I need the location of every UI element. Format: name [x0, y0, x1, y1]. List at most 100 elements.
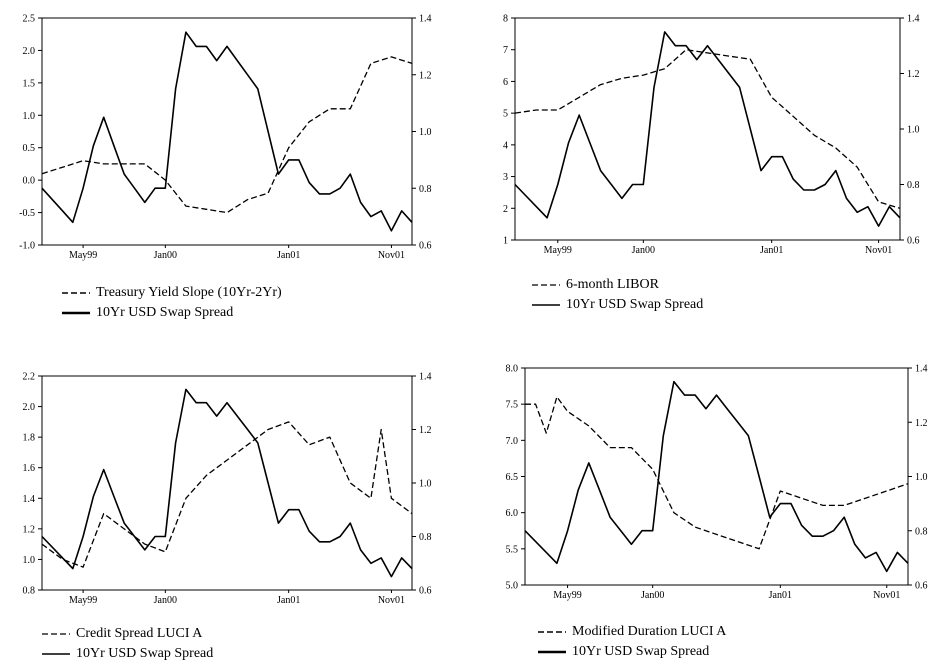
y-right-tick-label: 0.6 — [907, 236, 920, 247]
chart-panel-libor: 8 7 6 5 4 3 2 1 1.4 1.2 1.0 0.8 0.6 May99 Jan00 Jan01 No… — [470, 0, 940, 330]
y-left-tick-label: 1.0 — [23, 555, 36, 566]
y-left-tick-label: 5.0 — [506, 581, 519, 592]
y-left-tick-label: 7 — [503, 45, 508, 56]
legend-swatch-dashed — [532, 284, 560, 286]
y-left-tick-label: 2.5 — [23, 14, 36, 25]
y-left-tick-label: 8 — [503, 14, 508, 25]
y-left-tick-label: 1.5 — [23, 78, 36, 89]
legend-swatch-dashed — [538, 631, 566, 633]
legend-label: 10Yr USD Swap Spread — [76, 646, 214, 661]
chart-panel-treasury-slope: 2.5 2.0 1.5 1.0 0.5 0.0 -0.5 -1.0 1.4 1.2 1.0 0.8 0.… — [0, 0, 470, 330]
chart-svg-modified-duration: 8.0 7.5 7.0 6.5 6.0 5.5 5.0 1.4 1.2 1.0 0.8 0.6 May9… — [506, 364, 928, 602]
y-left-tick-label: 5.5 — [506, 544, 519, 555]
series-line-credit-spread-luci-a — [41, 421, 413, 568]
x-tick-label: May99 — [544, 245, 572, 256]
y-left-tick-label: 6 — [503, 77, 508, 88]
y-left-tick-label: 2.0 — [23, 46, 36, 57]
legend-swatch-solid — [62, 311, 90, 315]
y-left-tick-label: 0.0 — [23, 176, 36, 187]
legend-item-libor: 6-month LIBOR — [532, 275, 703, 295]
y-right-tick-label: 0.6 — [419, 586, 432, 597]
y-right-tick-label: 1.0 — [419, 127, 432, 138]
x-tick-label: Nov01 — [865, 245, 892, 256]
y-left-tick-label: 1.2 — [23, 524, 36, 535]
x-tick-label: Jan00 — [154, 250, 177, 261]
legend-item-swap-spread: 10Yr USD Swap Spread — [62, 303, 282, 323]
legend-swatch-solid — [532, 304, 560, 306]
legend-label: Treasury Yield Slope (10Yr-2Yr) — [96, 285, 282, 300]
y-left-tick-label: 5 — [503, 109, 508, 120]
plot-frame — [524, 367, 909, 586]
x-tick-label: Nov01 — [873, 590, 900, 601]
y-right-tick-label: 1.4 — [419, 14, 432, 25]
chart-svg-libor: 8 7 6 5 4 3 2 1 1.4 1.2 1.0 0.8 0.6 May99 Jan00 Jan01 No… — [503, 14, 920, 257]
y-left-tick-label: 0.5 — [23, 143, 36, 154]
y-right-tick-label: 0.8 — [419, 184, 432, 195]
legend-item-modified-duration: Modified Duration LUCI A — [538, 622, 726, 642]
plot-frame — [514, 17, 901, 241]
series-line-10yr-usd-swap-spread — [514, 31, 901, 227]
legend-label: 10Yr USD Swap Spread — [566, 297, 704, 312]
y-left-tick-label: -1.0 — [19, 241, 35, 252]
y-left-tick-label: -0.5 — [19, 208, 35, 219]
y-right-tick-label: 1.4 — [915, 364, 928, 375]
y-left-tick-label: 7.5 — [506, 400, 519, 411]
y-left-tick-label: 6.0 — [506, 508, 519, 519]
y-right-tick-label: 0.8 — [907, 180, 920, 191]
chart-panel-credit-spread: 2.2 2.0 1.8 1.6 1.4 1.2 1.0 0.8 1.4 1.2 1.0 0.8 0.6 M… — [0, 360, 470, 662]
series-line-10yr-usd-swap-spread — [41, 31, 413, 232]
y-left-tick-label: 2 — [503, 204, 508, 215]
y-right-tick-label: 1.2 — [419, 70, 432, 81]
series-line-10yr-usd-swap-spread — [524, 380, 909, 573]
legend-item-credit-spread: Credit Spread LUCI A — [42, 624, 213, 644]
x-tick-label: Jan00 — [641, 590, 664, 601]
series-line-treasury-yield-slope-10yr-2yr — [41, 56, 413, 214]
y-right-tick-label: 0.8 — [915, 526, 928, 537]
series-line-6-month-libor — [514, 49, 901, 209]
x-tick-label: Nov01 — [378, 250, 405, 261]
y-left-tick-label: 2.2 — [23, 372, 36, 383]
y-left-tick-label: 2.0 — [23, 402, 36, 413]
x-tick-label: Jan01 — [769, 590, 792, 601]
y-left-tick-label: 8.0 — [506, 364, 519, 375]
y-right-tick-label: 0.8 — [419, 532, 432, 543]
y-left-tick-label: 0.8 — [23, 586, 36, 597]
legend-label: Credit Spread LUCI A — [76, 626, 203, 641]
y-right-tick-label: 0.6 — [915, 581, 928, 592]
legend-label: 6-month LIBOR — [566, 277, 659, 292]
y-left-tick-label: 7.0 — [506, 436, 519, 447]
x-tick-label: Jan01 — [760, 245, 783, 256]
y-right-tick-label: 1.2 — [907, 69, 920, 80]
x-tick-label: May99 — [69, 250, 97, 261]
x-tick-label: Jan01 — [277, 250, 300, 261]
legend-item-swap-spread: 10Yr USD Swap Spread — [42, 644, 213, 664]
chart-svg-credit-spread: 2.2 2.0 1.8 1.6 1.4 1.2 1.0 0.8 1.4 1.2 1.0 0.8 0.6 M… — [23, 372, 432, 607]
x-tick-label: May99 — [69, 595, 97, 606]
legend-credit-spread: Credit Spread LUCI A 10Yr USD Swap Sprea… — [42, 624, 213, 664]
legend-label: Modified Duration LUCI A — [572, 624, 727, 639]
legend-swatch-dashed — [42, 633, 70, 635]
y-left-tick-label: 1.8 — [23, 433, 36, 444]
x-tick-label: May99 — [553, 590, 581, 601]
series-line-modified-duration-luci-a — [525, 396, 909, 550]
x-tick-label: Jan00 — [154, 595, 177, 606]
y-left-tick-label: 1.6 — [23, 463, 36, 474]
legend-item-swap-spread: 10Yr USD Swap Spread — [532, 295, 703, 315]
legend-libor: 6-month LIBOR 10Yr USD Swap Spread — [532, 275, 703, 315]
y-right-tick-label: 1.0 — [907, 125, 920, 136]
plot-frame — [41, 375, 413, 591]
y-right-tick-label: 1.4 — [907, 14, 920, 25]
legend-swatch-solid — [42, 653, 70, 655]
y-left-tick-label: 1.0 — [23, 111, 36, 122]
y-right-tick-label: 1.2 — [419, 425, 432, 436]
legend-swatch-dashed — [62, 292, 90, 294]
y-right-tick-label: 1.0 — [915, 472, 928, 483]
x-tick-label: Nov01 — [378, 595, 405, 606]
y-left-tick-label: 4 — [503, 140, 508, 151]
chart-panel-modified-duration: 8.0 7.5 7.0 6.5 6.0 5.5 5.0 1.4 1.2 1.0 0.8 0.6 May9… — [470, 360, 940, 662]
legend-treasury-slope: Treasury Yield Slope (10Yr-2Yr) 10Yr USD… — [62, 283, 282, 323]
legend-label: 10Yr USD Swap Spread — [572, 644, 710, 659]
legend-modified-duration: Modified Duration LUCI A 10Yr USD Swap S… — [538, 622, 726, 662]
x-tick-label: Jan00 — [632, 245, 655, 256]
plot-frame — [41, 17, 413, 246]
